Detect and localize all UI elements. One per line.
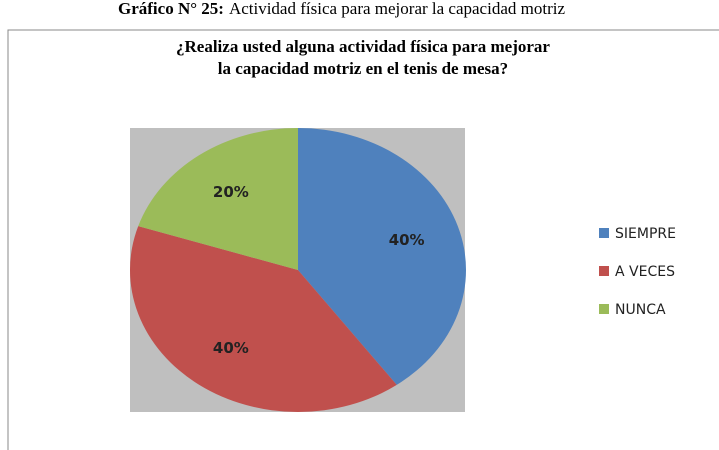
- data-label: 20%: [213, 183, 249, 201]
- chart-title: ¿Realiza usted alguna actividad física p…: [176, 37, 550, 56]
- caption-text: Actividad física para mejorar la capacid…: [229, 0, 566, 18]
- chart-frame: [7, 29, 719, 450]
- data-label: 40%: [213, 339, 249, 357]
- caption: Gráfico N° 25: Actividad física para mejo…: [118, 0, 565, 18]
- chart-title: la capacidad motriz en el tenis de mesa?: [218, 59, 508, 78]
- legend-swatch: [599, 228, 609, 238]
- legend-label: A VECES: [615, 264, 675, 280]
- legend-label: NUNCA: [615, 302, 666, 318]
- caption-label: Gráfico N° 25:: [118, 0, 224, 18]
- pie-slice: [138, 128, 298, 270]
- legend-swatch: [599, 304, 609, 314]
- data-label: 40%: [389, 231, 425, 249]
- pie-slice: [298, 128, 467, 385]
- pie-slice: [129, 226, 397, 412]
- legend-label: SIEMPRE: [615, 226, 676, 242]
- legend-swatch: [599, 266, 609, 276]
